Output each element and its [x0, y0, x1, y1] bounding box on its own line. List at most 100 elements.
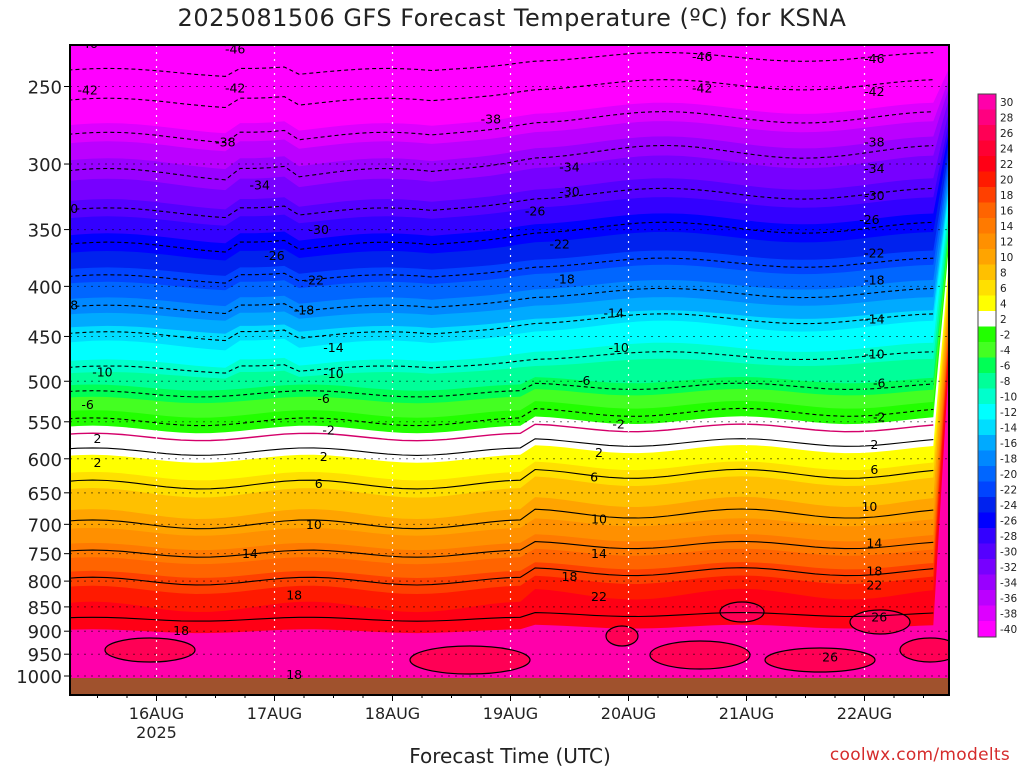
- colorbar-swatch: [978, 481, 996, 498]
- contour-label: -34: [559, 159, 579, 174]
- isotherm-line: [70, 382, 934, 398]
- contour-label: -34: [864, 161, 884, 176]
- contour-label: -10: [323, 366, 343, 381]
- y-tick-label: 750: [28, 545, 62, 566]
- x-tick-label: 19AUG: [483, 704, 538, 723]
- isotherm-line: [70, 468, 934, 490]
- contour-label: -14: [604, 306, 624, 321]
- contour-label: -10: [608, 340, 628, 355]
- colorbar-swatch: [978, 543, 996, 560]
- contour-label: -50: [215, 1, 235, 16]
- contour-label: 26: [871, 609, 887, 624]
- colorbar-swatch: [978, 326, 996, 343]
- contour-label: -18: [554, 271, 574, 286]
- contour-label: 6: [590, 469, 598, 484]
- contour-label: -38: [215, 135, 235, 150]
- y-tick-label: 700: [28, 515, 62, 536]
- warm-island: [899, 637, 949, 663]
- contour-label: 14: [866, 535, 882, 550]
- colorbar-label: 30: [1000, 97, 1013, 109]
- y-tick-label: 650: [28, 484, 62, 505]
- contour-label: 18: [562, 569, 578, 584]
- colorbar-label: 10: [1000, 252, 1013, 264]
- colorbar-swatch: [978, 264, 996, 281]
- colorbar-swatch: [978, 249, 996, 265]
- colorbar-label: -14: [1000, 422, 1017, 434]
- colorbar-label: -10: [1000, 391, 1017, 403]
- colorbar-label: -8: [1000, 376, 1010, 388]
- colorbar-label: -40: [1000, 624, 1017, 636]
- colorbar-swatch: [978, 559, 996, 575]
- colorbar-label: 8: [1000, 267, 1007, 279]
- colorbar-swatch: [978, 125, 996, 141]
- colorbar-label: 2: [1000, 314, 1007, 326]
- contour-label: -42: [225, 81, 245, 96]
- contour-label: -46: [692, 49, 712, 64]
- y-tick-label: 500: [28, 372, 62, 393]
- isotherm-line: [70, 287, 934, 315]
- colorbar-label: 20: [1000, 174, 1013, 186]
- contour-label: -42: [864, 84, 884, 99]
- contour-label: 2: [595, 445, 603, 460]
- colorbar-swatch: [978, 342, 996, 358]
- colorbar-swatch: [978, 621, 996, 637]
- x-tick-label: 17AUG: [247, 704, 302, 723]
- isotherm-line: [70, 313, 934, 342]
- contour-label: 18: [286, 588, 302, 603]
- contour-label: -18: [58, 298, 78, 313]
- colorbar: 30 28 26 24 22 20 18 16 14 12 10 8 6 4 2 -2 -4 -6 -8 -10 -12…: [977, 93, 1017, 638]
- contour-label: -6: [81, 397, 94, 412]
- source-credit[interactable]: coolwx.com/modelts: [829, 745, 1010, 765]
- isotherm-line: [213, 45, 227, 47]
- colorbar-label: -20: [1000, 469, 1017, 481]
- contour-label: -2: [322, 423, 334, 438]
- y-tick-label: 950: [28, 645, 62, 666]
- contour-label: -10: [864, 347, 884, 362]
- isotherm-line: [70, 351, 934, 374]
- warm-island: [649, 640, 751, 670]
- contour-label: 26: [822, 649, 838, 664]
- temperature-bands: [70, 45, 949, 695]
- colorbar-swatch: [978, 140, 996, 157]
- contour-label: 2: [94, 431, 102, 446]
- colorbar-label: 18: [1000, 190, 1013, 202]
- contour-label: -50: [692, 9, 712, 24]
- contour-label: -46: [864, 51, 884, 66]
- contour-label: 22: [866, 577, 882, 592]
- colorbar-swatch: [978, 404, 996, 420]
- colorbar-swatch: [978, 435, 996, 451]
- contour-label: -34: [250, 177, 270, 192]
- contour-label: -30: [559, 184, 579, 199]
- colorbar-swatch: [978, 450, 996, 467]
- contour-label: 10: [861, 499, 877, 514]
- colorbar-swatch: [978, 233, 996, 250]
- x-tick-label: 18AUG: [365, 704, 420, 723]
- freezing-line: [70, 423, 934, 442]
- colorbar-label: -2: [1000, 329, 1010, 341]
- contour-label: -14: [323, 340, 343, 355]
- y-tick-label: 450: [28, 327, 62, 348]
- colorbar-swatch: [978, 466, 996, 482]
- colorbar-swatch: [978, 373, 996, 389]
- isotherm-line: [70, 257, 934, 284]
- colorbar-swatch: [978, 512, 996, 529]
- contour-label: 22: [591, 589, 607, 604]
- temp-band: [70, 45, 949, 134]
- contour-label: -30: [309, 222, 329, 237]
- contour-label: -14: [864, 312, 884, 327]
- contour-label: -38: [481, 112, 501, 127]
- plot-frame: [69, 44, 950, 696]
- contour-label: -26: [264, 248, 284, 263]
- colorbar-swatch: [978, 94, 996, 110]
- contour-label: -6: [317, 391, 330, 406]
- contour-label: -6: [578, 373, 591, 388]
- colorbar-swatch: [978, 202, 996, 219]
- x-tick-label: 20AUG: [601, 704, 656, 723]
- contour-label: -26: [859, 212, 879, 227]
- colorbar-frame: [977, 93, 997, 638]
- colorbar-swatch: [978, 497, 996, 513]
- colorbar-swatch: [978, 171, 996, 188]
- colorbar-swatch: [978, 388, 996, 405]
- isotherm-line: [70, 79, 934, 109]
